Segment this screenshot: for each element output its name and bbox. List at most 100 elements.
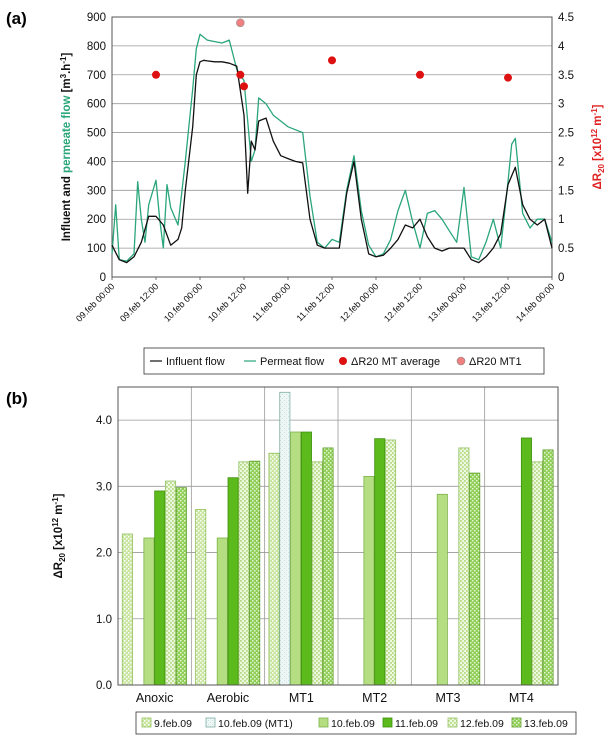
ylabel-right-mid: [x10 xyxy=(592,138,604,164)
panel-b-bar xyxy=(290,431,302,686)
panel-a-right-tick-label: 4.5 xyxy=(558,12,574,24)
panel-b-category-label: Anoxic xyxy=(136,691,174,705)
panel-a-x-tick-label: 13.feb 12:00 xyxy=(470,281,512,323)
panel-b-category-label: MT3 xyxy=(436,691,461,705)
legend-avg-marker xyxy=(339,357,347,365)
panel-b-grid xyxy=(118,387,558,685)
panel-a-left-tick-label: 700 xyxy=(87,70,106,82)
panel-a-left-tick-label: 400 xyxy=(87,156,106,168)
panel-b-legend-label: 9.feb.09 xyxy=(154,718,192,730)
permeate-flow-line xyxy=(111,33,553,262)
panel-b-legend-swatch xyxy=(205,717,216,728)
panel-b-legend-swatch xyxy=(141,717,152,728)
panel-a-right-tick-label: 4 xyxy=(558,41,565,53)
ylabel-left-part2: permeate flow xyxy=(61,96,73,173)
panel-b-bar xyxy=(143,537,155,686)
panel-b-bar xyxy=(216,537,228,686)
panel-a-ylabel-right: ΔR20 [x1012 m-1] xyxy=(590,104,606,189)
panel-b-bar xyxy=(175,487,187,686)
legend-mt1-marker xyxy=(456,356,466,366)
panel-b-bar xyxy=(238,461,250,686)
panel-b-legend-label: 11.feb.09 xyxy=(395,718,438,730)
ylabel-left-sup2: -1 xyxy=(59,56,68,64)
ylabel-left-part1: Influent and xyxy=(61,173,73,241)
ylabel-b-sup2: -1 xyxy=(51,497,60,505)
ylabel-right-pre: ΔR xyxy=(592,172,604,189)
panel-b-y-tick-label: 4.0 xyxy=(96,415,112,427)
panel-b-bar xyxy=(227,477,239,686)
mt-average-point xyxy=(152,70,160,79)
panel-a-ylabel-left: Influent and permeate flow [m3.h-1] xyxy=(59,53,73,242)
ylabel-b-post: m xyxy=(53,504,65,517)
panel-b-ylabel: ΔR20 [x1012 m-1] xyxy=(51,493,67,578)
panel-b-bar xyxy=(469,472,481,686)
panel-b-bar xyxy=(520,437,532,686)
panel-b-bar xyxy=(154,490,166,686)
panel-a-left-ticks: 0 100 200 300 400 500 600 700 800 900 xyxy=(87,12,106,284)
ylabel-b-mid: [x10 xyxy=(53,527,65,553)
mt1-point xyxy=(236,18,245,28)
panel-b-legend-swatch xyxy=(511,717,522,728)
panel-a-right-tick-label: 2 xyxy=(558,156,564,168)
panel-b-bar xyxy=(542,449,554,686)
panel-a-right-tick-label: 0 xyxy=(558,272,564,284)
panel-b-y-tick-label: 1.0 xyxy=(96,614,112,626)
mt-average-point xyxy=(328,56,336,65)
mt-average-point xyxy=(416,70,424,79)
legend-influent: Influent flow xyxy=(166,356,225,368)
legend-mt1: ΔR20 MT1 xyxy=(469,356,522,368)
panel-b-bar xyxy=(436,493,448,686)
panel-a-right-tick-label: 3.5 xyxy=(558,70,574,82)
panel-a-x-tick-label: 10.feb 12:00 xyxy=(206,281,248,323)
panel-a-x-tick-label: 11.feb 12:00 xyxy=(294,281,336,323)
panel-b-bar xyxy=(165,480,177,686)
panel-b-label: (b) xyxy=(6,389,28,408)
panel-b-legend-label: 12.feb.09 xyxy=(460,718,504,730)
ylabel-right-sup: 12 xyxy=(590,128,599,137)
panel-a-x-tick-label: 09.feb 00:00 xyxy=(74,281,116,323)
panel-b-y-tick-label: 3.0 xyxy=(96,481,112,493)
panel-a-markers xyxy=(152,18,512,91)
panel-b-y-tick-label: 2.0 xyxy=(96,548,112,560)
panel-a-label: (a) xyxy=(6,9,27,28)
ylabel-b-sub: 20 xyxy=(58,552,67,561)
panel-b-bar xyxy=(458,447,470,686)
panel-a-left-tick-label: 200 xyxy=(87,214,106,226)
panel-b-bar xyxy=(374,438,386,686)
panel-a-left-tick-label: 800 xyxy=(87,41,106,53)
panel-a-left-tick-label: 100 xyxy=(87,243,106,255)
panel-a-x-tick-label: 12.feb 12:00 xyxy=(382,281,424,323)
ylabel-right-sup2: -1 xyxy=(590,108,599,116)
panel-a-left-tick-label: 900 xyxy=(87,12,106,24)
panel-a-x-tick-label: 09.feb 12:00 xyxy=(118,281,160,323)
ylabel-right-end: ] xyxy=(592,104,604,108)
panel-b-legend: 9.feb.09 10.feb.09 (MT1) 10.feb.09 11.feb.0… xyxy=(135,711,577,735)
panel-b-legend-label: 13.feb.09 xyxy=(524,718,568,730)
panel-b-bar xyxy=(322,447,334,686)
panel-b-legend-box xyxy=(135,711,577,735)
legend-permeate: Permeat flow xyxy=(260,356,324,368)
panel-b-legend-label: 10.feb.09 (MT1) xyxy=(218,718,293,730)
panel-b-bar xyxy=(249,460,261,686)
ylabel-b-sup: 12 xyxy=(51,517,60,526)
panel-a-grid xyxy=(112,45,552,249)
panel-a-x-tick-label: 12.feb 00:00 xyxy=(338,281,380,323)
ylabel-b-pre: ΔR xyxy=(53,561,65,578)
panel-b-categories: Anoxic Aerobic MT1 MT2 MT3 MT4 xyxy=(136,691,534,705)
panel-b-legend-swatch xyxy=(447,717,458,728)
panel-a-legend: Influent flow Permeat flow ΔR20 MT avera… xyxy=(143,347,545,375)
panel-b-bar xyxy=(279,391,291,686)
panel-b-plot-frame xyxy=(117,386,559,686)
panel-a-right-ticks: 0 0.5 1 1.5 2 2.5 3 3.5 4 4.5 xyxy=(558,12,574,284)
panel-b-bar xyxy=(531,461,543,686)
panel-a-left-tick-label: 0 xyxy=(100,272,106,284)
ylabel-right-sub: 20 xyxy=(597,163,606,172)
panel-b-bar xyxy=(268,452,280,686)
panel-a-left-tick-label: 500 xyxy=(87,128,106,140)
ylabel-left-part5: ] xyxy=(61,53,73,57)
panel-b-category-label: MT1 xyxy=(289,691,314,705)
panel-b-bar xyxy=(385,439,397,686)
panel-a-right-tick-label: 3 xyxy=(558,99,564,111)
panel-b-category-label: Aerobic xyxy=(207,691,249,705)
